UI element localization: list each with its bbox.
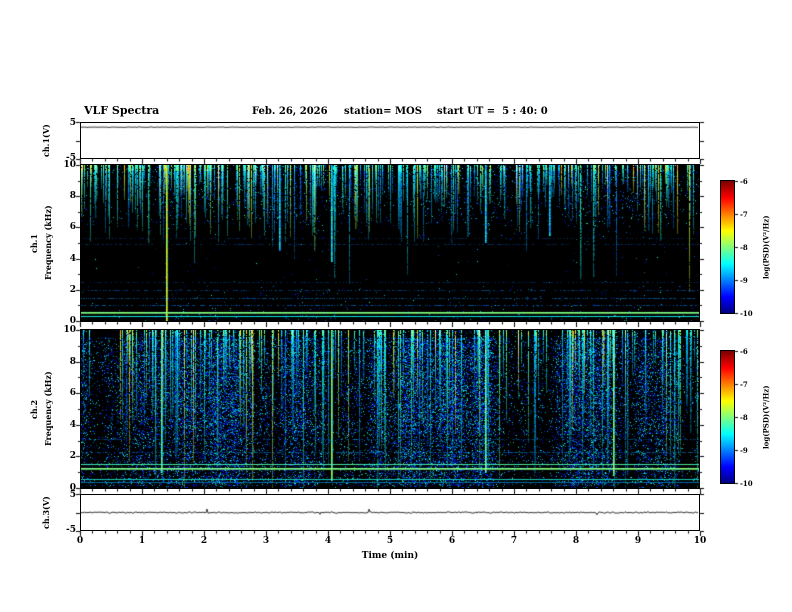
colorbar-tick-label: -6 (740, 347, 748, 356)
ch1-wave-y-tick-label: 5 (69, 118, 76, 128)
ch2-frequency-axis-label: Frequency (kHz) (42, 329, 54, 489)
x-tick-label: 2 (200, 536, 208, 546)
ch2-colorbar-title-text: log(PSD)(V²/Hz) (761, 385, 771, 449)
x-tick-label: 7 (510, 536, 518, 546)
x-tick-label: 1 (138, 536, 146, 546)
ch2-spectrogram (81, 330, 699, 488)
ch2-colorbar (720, 350, 735, 484)
colorbar-tick-label: -9 (740, 446, 748, 455)
ch3-voltage-axis-text: ch.3(V) (41, 496, 51, 529)
colorbar-tick-label: -7 (740, 210, 748, 219)
ch2-spectrogram-panel (80, 329, 700, 489)
ch2-frequency-axis-text: Frequency (kHz) (43, 371, 53, 447)
ch1-frequency-axis-text: Frequency (kHz) (43, 205, 53, 281)
ch3-voltage-axis-label: ch.3(V) (40, 494, 52, 531)
x-tick-label: 4 (324, 536, 332, 546)
colorbar-tick-label: -6 (740, 177, 748, 186)
ch1-voltage-axis-text: ch.1(V) (41, 124, 51, 157)
start-ut-label: start UT = 5 : 40: 0 (437, 106, 548, 117)
x-tick-label: 5 (386, 536, 394, 546)
ch3-wave-y-tick-label: 5 (69, 490, 76, 500)
ch2-channel-label: ch.2 (28, 329, 40, 489)
ch1-spec-y-tick-label: 0 (69, 316, 76, 326)
colorbar-tick-label: -10 (740, 479, 753, 488)
ch1-colorbar (720, 180, 735, 314)
date-label: Feb. 26, 2026 (252, 106, 328, 117)
ch1-waveform-trace (81, 123, 699, 158)
ch2-colorbar-title: log(PSD)(V²/Hz) (761, 350, 771, 484)
ch1-colorbar-title-text: log(PSD)(V²/Hz) (761, 215, 771, 279)
figure-title: VLF Spectra (84, 104, 160, 117)
x-tick-label: 0 (76, 536, 84, 546)
ch1-spectrogram-panel (80, 164, 700, 322)
ch2-spec-y-tick-label: 6 (69, 388, 76, 399)
ch2-channel-text: ch.2 (29, 399, 39, 419)
ch1-wave-y-tick-label: -5 (66, 153, 76, 163)
time-axis-label: Time (min) (361, 551, 419, 561)
ch3-wave-y-tick-label: -5 (66, 525, 76, 535)
colorbar-tick-label: -8 (740, 243, 748, 252)
colorbar-tick-label: -7 (740, 380, 748, 389)
ch3-waveform-trace (81, 495, 699, 530)
ch1-spectrogram (81, 165, 699, 321)
ch1-channel-text: ch.1 (29, 233, 39, 253)
ch1-spec-y-tick-label: 4 (69, 253, 76, 264)
ch1-colorbar-gradient (721, 181, 734, 313)
colorbar-tick-label: -10 (740, 309, 753, 318)
colorbar-tick-label: -9 (740, 276, 748, 285)
ch1-spec-y-tick-label: 10 (63, 160, 76, 170)
ch2-colorbar-gradient (721, 351, 734, 483)
ch2-spec-y-tick-label: 10 (63, 325, 76, 335)
x-tick-label: 8 (572, 536, 580, 546)
ch1-frequency-axis-label: Frequency (kHz) (42, 164, 54, 322)
ch1-voltage-axis-label: ch.1(V) (40, 122, 52, 159)
x-tick-label: 10 (693, 536, 707, 546)
ch1-spec-y-tick-label: 8 (69, 191, 76, 202)
ch2-spec-y-tick-label: 8 (69, 356, 76, 367)
x-tick-label: 9 (634, 536, 642, 546)
x-tick-label: 6 (448, 536, 456, 546)
ch2-spec-y-tick-label: 0 (69, 483, 76, 493)
x-tick-label: 3 (262, 536, 270, 546)
ch3-waveform-panel (80, 494, 700, 531)
ch1-spec-y-tick-label: 2 (69, 284, 76, 295)
ch2-spec-y-tick-label: 4 (69, 419, 76, 430)
colorbar-tick-label: -8 (740, 413, 748, 422)
ch1-spec-y-tick-label: 6 (69, 222, 76, 233)
ch2-spec-y-tick-label: 2 (69, 451, 76, 462)
ch1-channel-label: ch.1 (28, 164, 40, 322)
ch1-colorbar-title: log(PSD)(V²/Hz) (761, 180, 771, 314)
station-label: station= MOS (344, 106, 422, 117)
ch1-waveform-panel (80, 122, 700, 159)
